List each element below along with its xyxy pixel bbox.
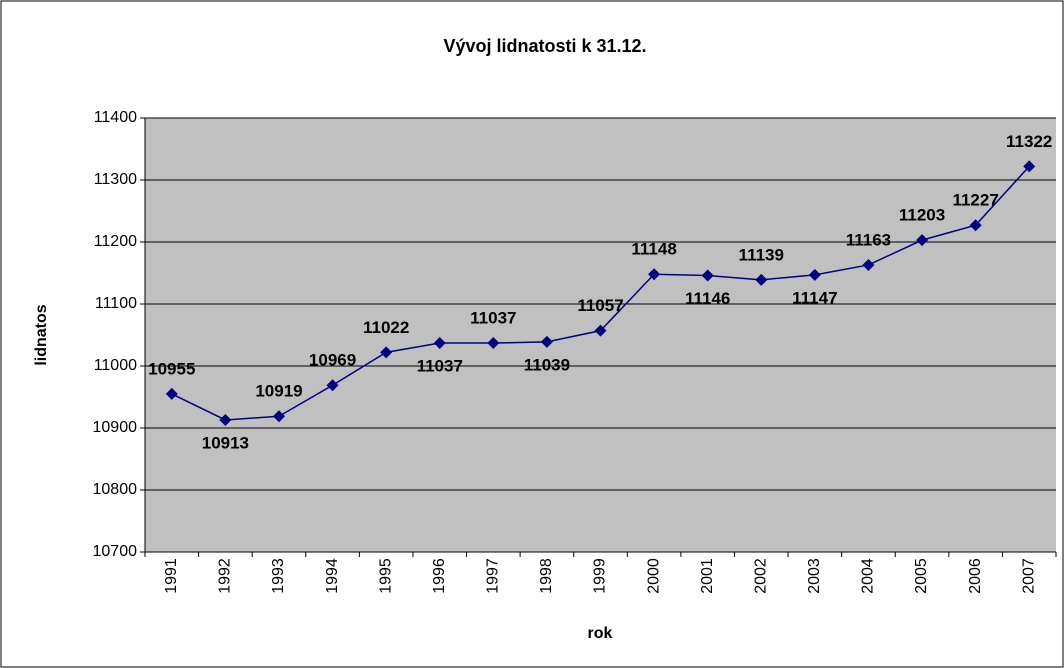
x-tick-label: 2003 (806, 558, 823, 594)
y-tick-label: 10900 (93, 419, 138, 436)
data-label: 10913 (202, 433, 249, 452)
marker (487, 337, 500, 350)
x-tick-label: 1992 (217, 558, 234, 594)
x-tick-label: 1994 (324, 558, 341, 594)
x-tick-label: 2006 (967, 558, 984, 594)
x-tick-label: 2001 (699, 558, 716, 594)
marker (219, 413, 232, 426)
marker (1023, 160, 1036, 173)
marker (808, 268, 821, 281)
data-label: 11022 (363, 318, 409, 337)
x-tick-label: 1999 (592, 558, 609, 594)
marker (701, 269, 714, 282)
data-label: 11037 (470, 309, 516, 328)
marker (540, 335, 553, 348)
marker (969, 219, 982, 232)
marker (165, 387, 178, 400)
marker (272, 410, 285, 423)
marker (862, 258, 875, 271)
marker (916, 234, 929, 247)
marker (433, 337, 446, 350)
data-label: 11203 (899, 206, 945, 225)
data-label: 11148 (631, 240, 676, 259)
data-label: 11037 (417, 357, 463, 376)
data-label: 10919 (255, 382, 302, 401)
x-tick-label: 2005 (913, 558, 930, 594)
x-tick-label: 2000 (645, 558, 662, 594)
data-label: 11057 (577, 296, 623, 315)
marker (648, 268, 661, 281)
y-axis-label: lidnatos (33, 304, 50, 365)
data-label: 11146 (685, 289, 730, 308)
x-tick-label: 2002 (752, 558, 769, 594)
marker (594, 324, 607, 337)
marker (755, 273, 768, 286)
y-tick-label: 11200 (94, 233, 137, 250)
x-tick-label: 1997 (485, 558, 502, 594)
chart-title: Vývoj lidnatosti k 31.12. (443, 36, 646, 56)
data-label: 11139 (739, 245, 784, 264)
x-tick-label: 1993 (270, 558, 287, 594)
data-label: 11039 (524, 355, 570, 374)
data-label: 11227 (952, 191, 998, 210)
y-tick-label: 11400 (94, 109, 137, 126)
x-tick-label: 1995 (377, 558, 394, 594)
x-tick-label: 2007 (1020, 558, 1037, 594)
x-tick-label: 2004 (860, 558, 877, 594)
data-label: 11322 (1006, 132, 1052, 151)
marker (326, 379, 339, 392)
x-axis-label: rok (588, 625, 613, 642)
y-tick-label: 11100 (95, 295, 137, 312)
marker (380, 346, 393, 359)
y-tick-label: 10700 (93, 543, 138, 560)
data-label: 10969 (309, 351, 356, 370)
y-tick-label: 11300 (94, 171, 137, 188)
x-tick-label: 1998 (538, 558, 555, 594)
data-label: 11147 (792, 288, 837, 307)
x-tick-label: 1996 (431, 558, 448, 594)
data-label: 11163 (846, 230, 891, 249)
x-tick-label: 1991 (163, 558, 180, 594)
y-tick-label: 10800 (93, 481, 138, 498)
y-tick-label: 11000 (94, 357, 137, 374)
data-label: 10955 (148, 359, 195, 378)
